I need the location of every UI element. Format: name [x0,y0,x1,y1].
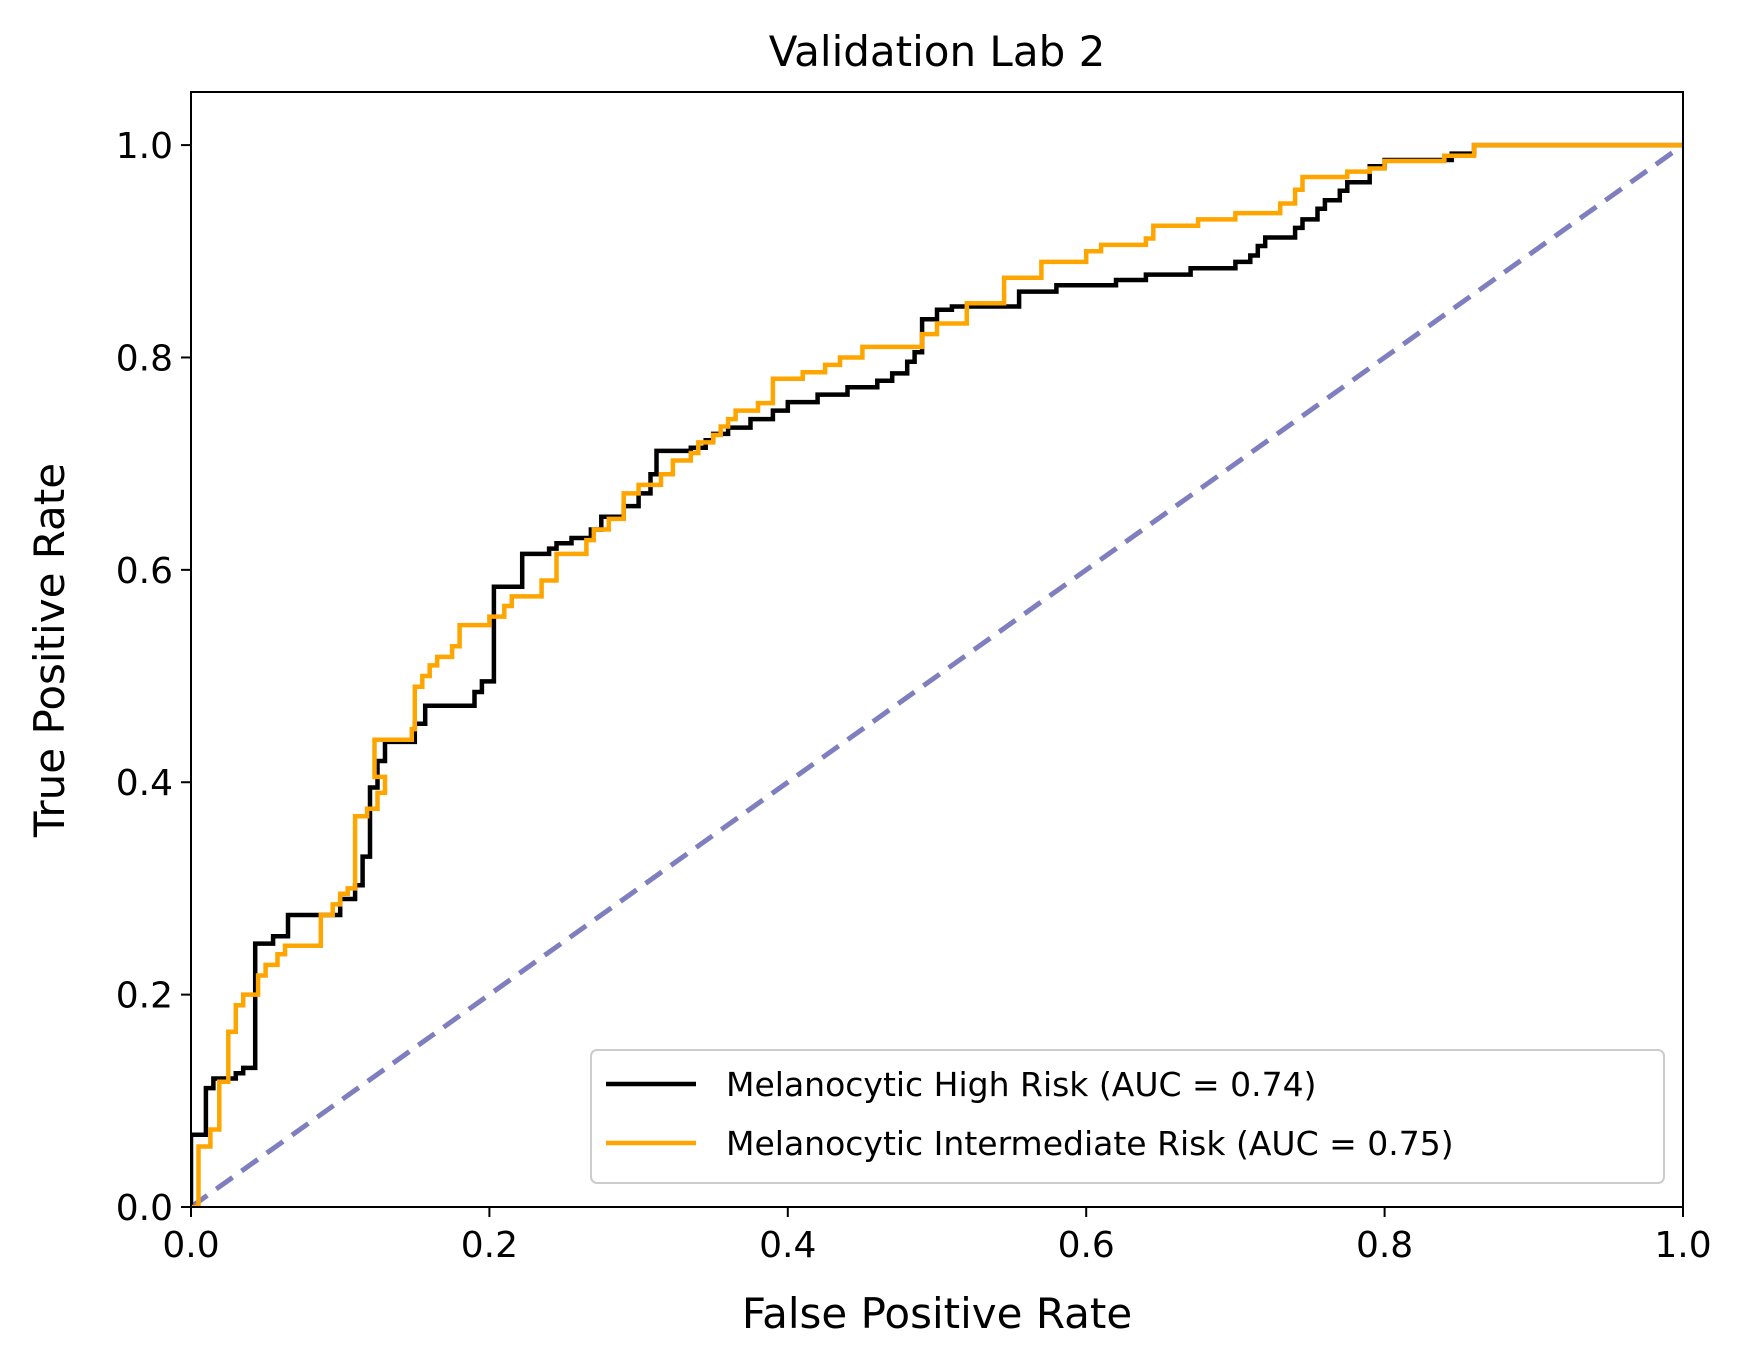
legend-label-intermediate-risk: Melanocytic Intermediate Risk (AUC = 0.7… [726,1124,1454,1163]
legend: Melanocytic High Risk (AUC = 0.74) Melan… [590,1049,1665,1184]
x-tick-label: 0.2 [461,1225,518,1266]
x-tick-label: 0.0 [162,1225,219,1266]
y-tick-label: 0.6 [116,551,173,592]
x-axis: 0.0 0.2 0.4 0.6 0.8 1.0 [162,1207,1712,1266]
series-line-high-risk [191,142,1683,1207]
x-axis-label: False Positive Rate [742,1289,1132,1338]
x-tick-label: 1.0 [1654,1225,1711,1266]
series-line-intermediate-risk [191,142,1683,1207]
x-tick-label: 0.8 [1356,1225,1413,1266]
x-tick-label: 0.4 [759,1225,816,1266]
legend-box [590,1049,1665,1184]
y-tick-label: 0.2 [116,976,173,1017]
plot-frame [190,91,1684,1208]
y-tick-label: 0.8 [116,338,173,379]
chance-diagonal-line [191,143,1683,1207]
series-layer [191,142,1683,1207]
y-tick-label: 0.4 [116,763,173,804]
x-tick-label: 0.6 [1058,1225,1115,1266]
y-tick-label: 0.0 [116,1188,173,1229]
y-axis-label: True Positive Rate [25,463,74,838]
chart-title: Validation Lab 2 [769,27,1106,76]
legend-label-high-risk: Melanocytic High Risk (AUC = 0.74) [726,1065,1317,1104]
y-tick-label: 1.0 [116,126,173,167]
y-axis: 0.0 0.2 0.4 0.6 0.8 1.0 [116,126,191,1229]
